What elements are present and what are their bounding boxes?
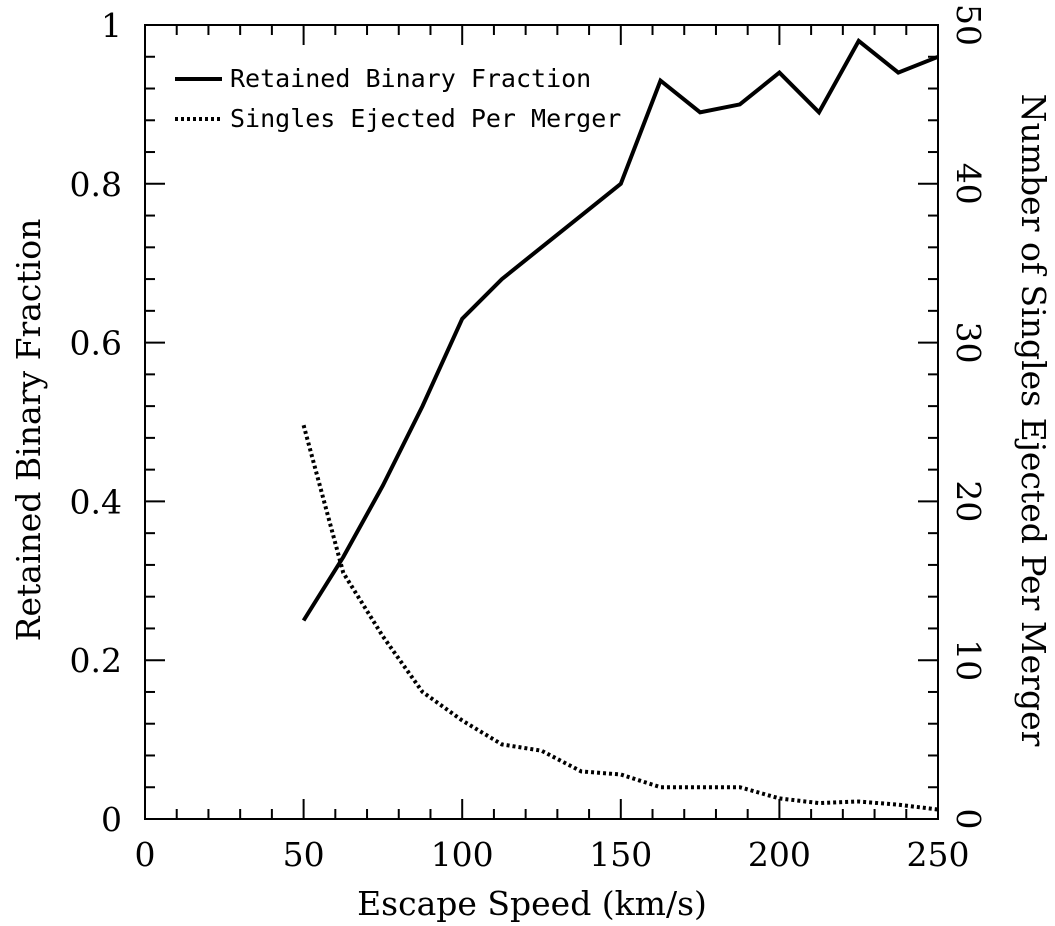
y-left-tick-label: 0.4 bbox=[70, 482, 122, 521]
y-right-tick-label: 20 bbox=[949, 480, 988, 522]
x-tick-label: 250 bbox=[907, 835, 970, 874]
y-right-tick-label: 0 bbox=[949, 809, 988, 830]
plot-frame bbox=[144, 24, 939, 820]
x-tick-label: 100 bbox=[431, 835, 494, 874]
y-left-tick-label: 0.6 bbox=[70, 324, 122, 363]
legend-label-retained: Retained Binary Fraction bbox=[230, 64, 591, 93]
y-left-axis-title: Retained Binary Fraction bbox=[9, 219, 48, 642]
y-right-tick-labels: 0 10 20 30 40 50 bbox=[949, 4, 988, 830]
x-tick-label: 150 bbox=[589, 835, 652, 874]
series-layer bbox=[301, 37, 939, 812]
y-left-tick-label: 0.8 bbox=[70, 165, 122, 204]
x-tick-labels: 0 50 100 150 200 250 bbox=[135, 835, 970, 874]
y-right-tick-label: 30 bbox=[949, 322, 988, 364]
y-left-tick-label: 1 bbox=[101, 6, 122, 45]
x-tick-label: 200 bbox=[748, 835, 811, 874]
tick-marks bbox=[144, 24, 939, 820]
x-axis-title: Escape Speed (km/s) bbox=[357, 884, 707, 923]
x-tick-label: 50 bbox=[283, 835, 325, 874]
y-right-tick-label: 50 bbox=[949, 4, 988, 46]
legend: Retained Binary Fraction Singles Ejected… bbox=[175, 64, 621, 133]
x-tick-label: 0 bbox=[135, 835, 156, 874]
y-left-tick-label: 0 bbox=[101, 800, 122, 839]
series-line-singles-ejected-per-merger bbox=[301, 424, 939, 812]
y-left-tick-labels: 0 0.2 0.4 0.6 0.8 1 bbox=[70, 6, 122, 839]
series-line-retained-binary-fraction bbox=[301, 37, 939, 622]
y-right-axis-title: Number of Singles Ejected Per Merger bbox=[1014, 94, 1053, 747]
y-right-tick-label: 10 bbox=[949, 639, 988, 681]
legend-label-singles: Singles Ejected Per Merger bbox=[230, 104, 621, 133]
y-left-tick-label: 0.2 bbox=[70, 641, 122, 680]
y-right-tick-label: 40 bbox=[949, 163, 988, 205]
